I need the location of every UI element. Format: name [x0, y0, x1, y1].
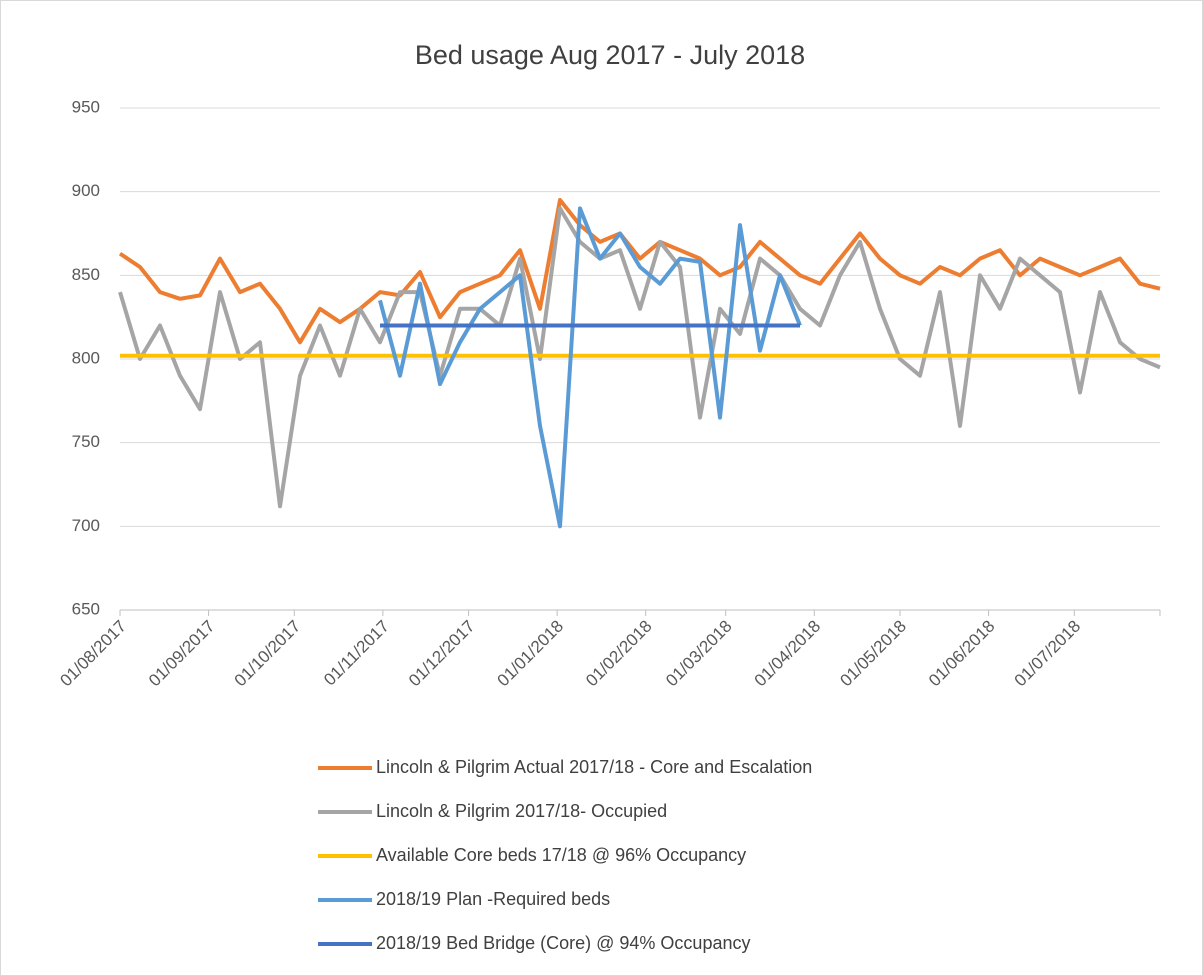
chart-title: Bed usage Aug 2017 - July 2018 [415, 40, 805, 70]
legend-label: Available Core beds 17/18 @ 96% Occupanc… [376, 845, 746, 865]
legend-label: Lincoln & Pilgrim 2017/18- Occupied [376, 801, 667, 821]
series-line [378, 206, 802, 529]
legend-label: Lincoln & Pilgrim Actual 2017/18 - Core … [376, 757, 812, 777]
y-tick-label: 650 [72, 599, 100, 618]
y-tick-label: 950 [72, 97, 100, 116]
legend-label: 2018/19 Plan -Required beds [376, 889, 610, 909]
series-line [118, 206, 1161, 509]
y-tick-label: 900 [72, 181, 100, 200]
legend-label: 2018/19 Bed Bridge (Core) @ 94% Occupanc… [376, 933, 750, 953]
y-tick-label: 850 [72, 265, 100, 284]
y-tick-label: 800 [72, 348, 100, 367]
y-tick-label: 750 [72, 432, 100, 451]
series-line [118, 198, 1161, 345]
y-tick-label: 700 [72, 516, 100, 535]
